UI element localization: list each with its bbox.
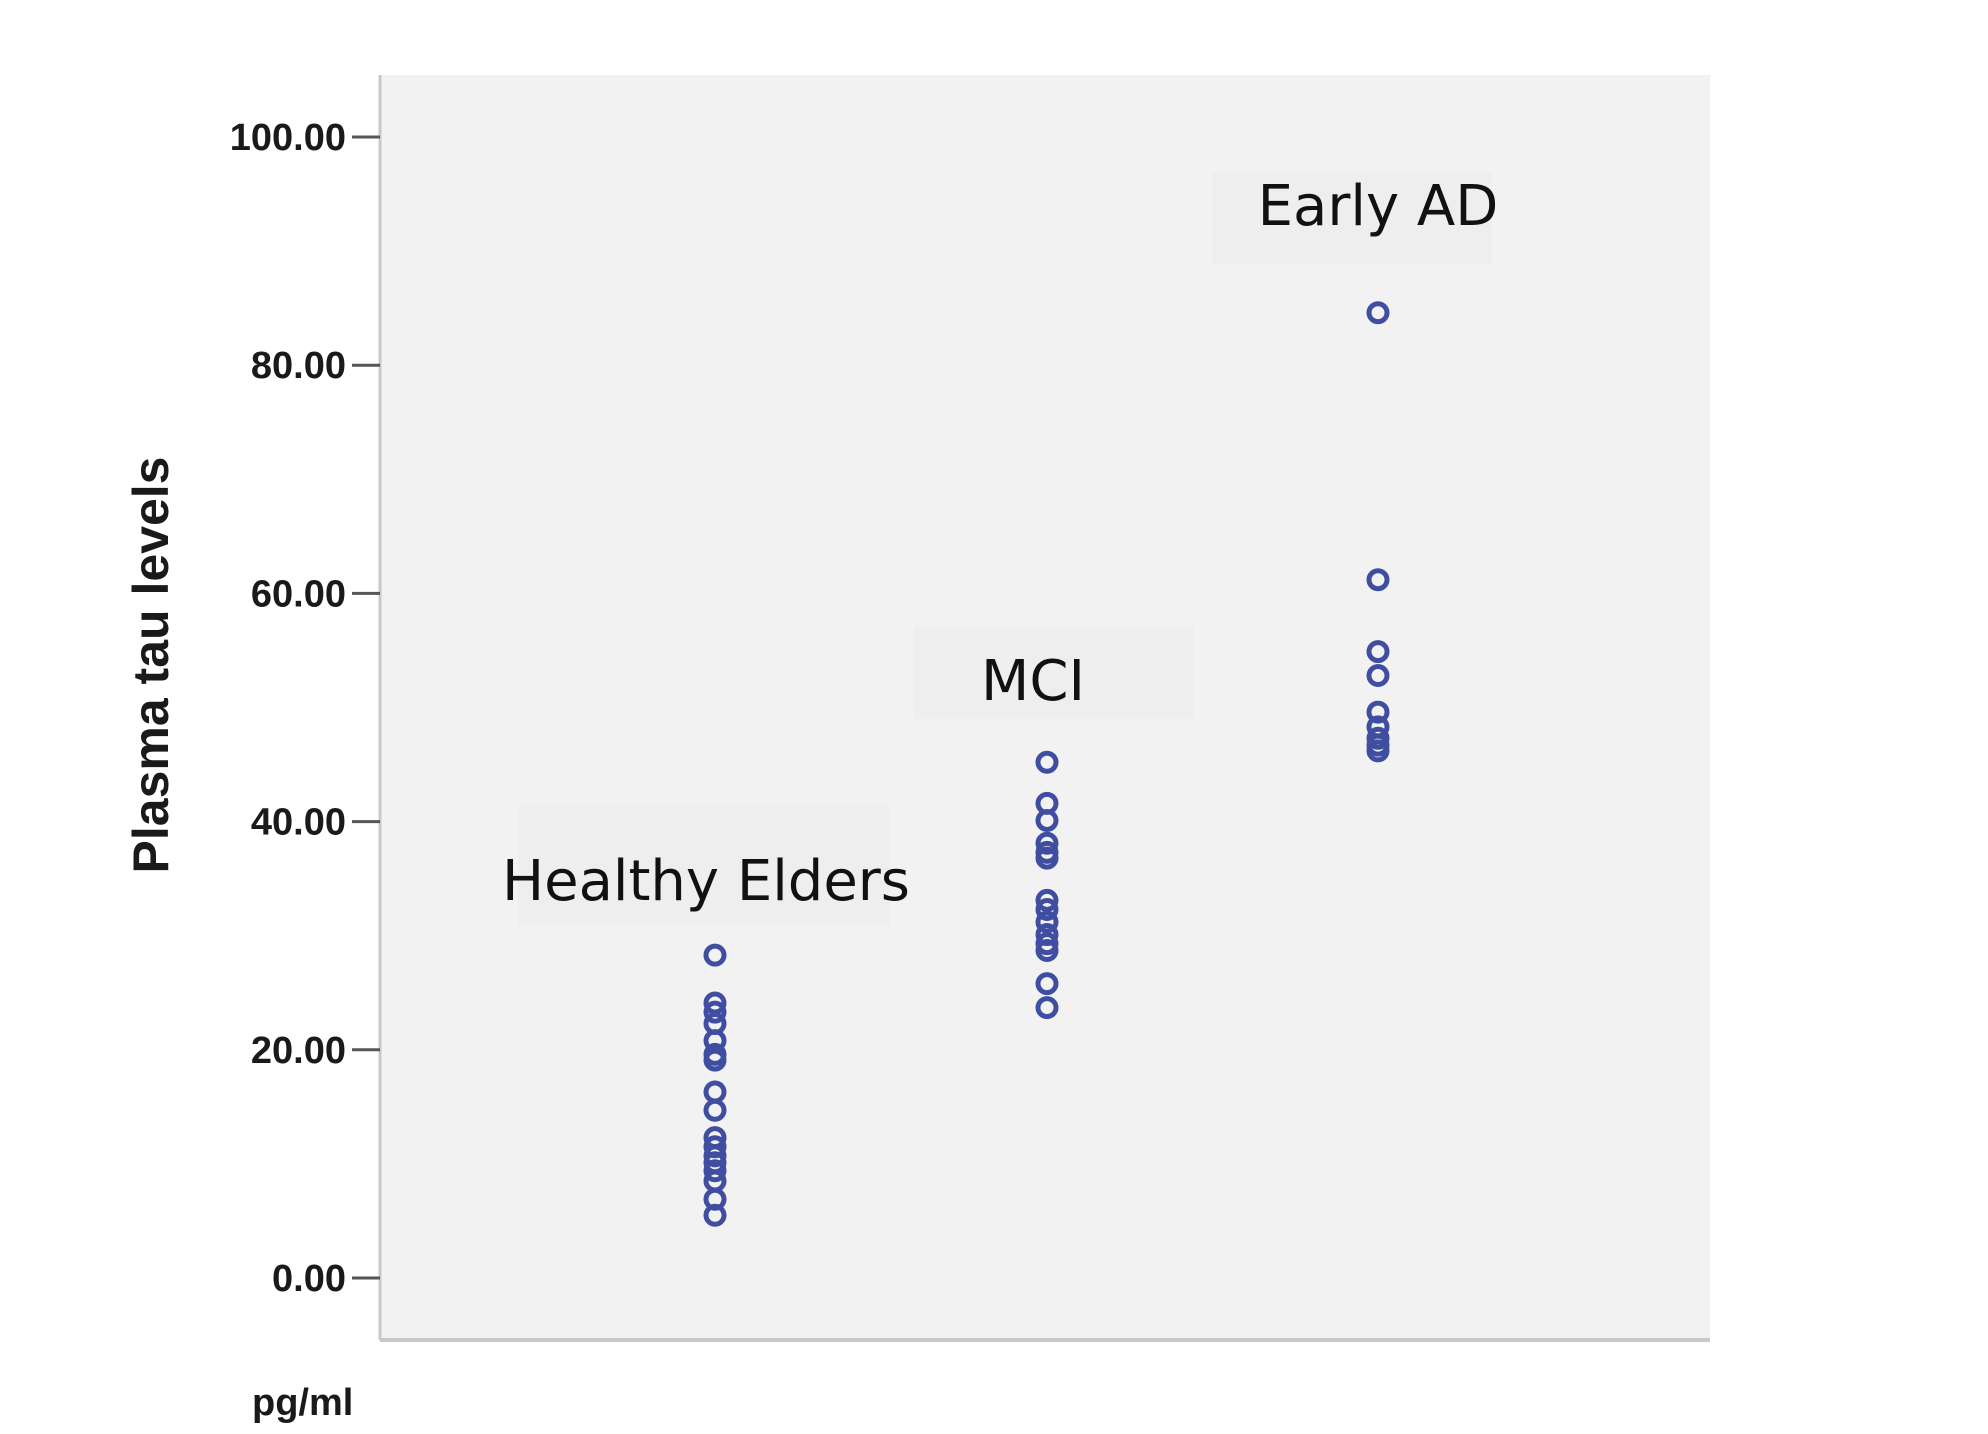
y-tick-label: 20.00 — [251, 1030, 346, 1072]
data-point — [1366, 739, 1390, 763]
group-label-background — [1212, 172, 1492, 264]
data-points — [703, 301, 1390, 1227]
data-point — [1366, 700, 1390, 724]
data-point — [703, 1203, 727, 1227]
group-label-background — [518, 805, 890, 925]
data-point — [1366, 664, 1390, 688]
data-point — [1035, 996, 1059, 1020]
data-point — [1035, 750, 1059, 774]
y-tick-label: 60.00 — [251, 573, 346, 615]
data-point — [1035, 831, 1059, 855]
data-point — [1035, 888, 1059, 912]
group-labels: Healthy Elders MCI Early AD — [502, 172, 1498, 925]
y-axis-ticks: 0.00 20.00 40.00 60.00 80.00 100.00 — [230, 117, 380, 1300]
data-point — [1366, 568, 1390, 592]
data-point — [703, 1048, 727, 1072]
data-point — [703, 943, 727, 967]
y-tick-label: 80.00 — [251, 345, 346, 387]
data-point — [1035, 846, 1059, 870]
data-point — [1035, 897, 1059, 921]
group-label: Early AD — [1258, 174, 1499, 239]
y-tick-label: 0.00 — [272, 1258, 346, 1300]
group-label: MCI — [981, 649, 1085, 714]
group-label: Healthy Elders — [502, 849, 910, 914]
data-point — [703, 991, 727, 1015]
unit-label: pg/ml — [252, 1382, 353, 1424]
data-point — [1366, 640, 1390, 664]
y-axis-title: Plasma tau levels — [123, 457, 179, 874]
group-label-background — [914, 627, 1194, 719]
data-point — [703, 1159, 727, 1183]
data-point — [703, 1000, 727, 1024]
y-tick-label: 40.00 — [251, 802, 346, 844]
data-point — [1035, 910, 1059, 934]
data-point — [1035, 972, 1059, 996]
data-point — [1035, 939, 1059, 963]
y-tick-label: 100.00 — [230, 117, 346, 159]
data-point — [1035, 808, 1059, 832]
data-point — [1366, 301, 1390, 325]
data-point — [703, 1098, 727, 1122]
